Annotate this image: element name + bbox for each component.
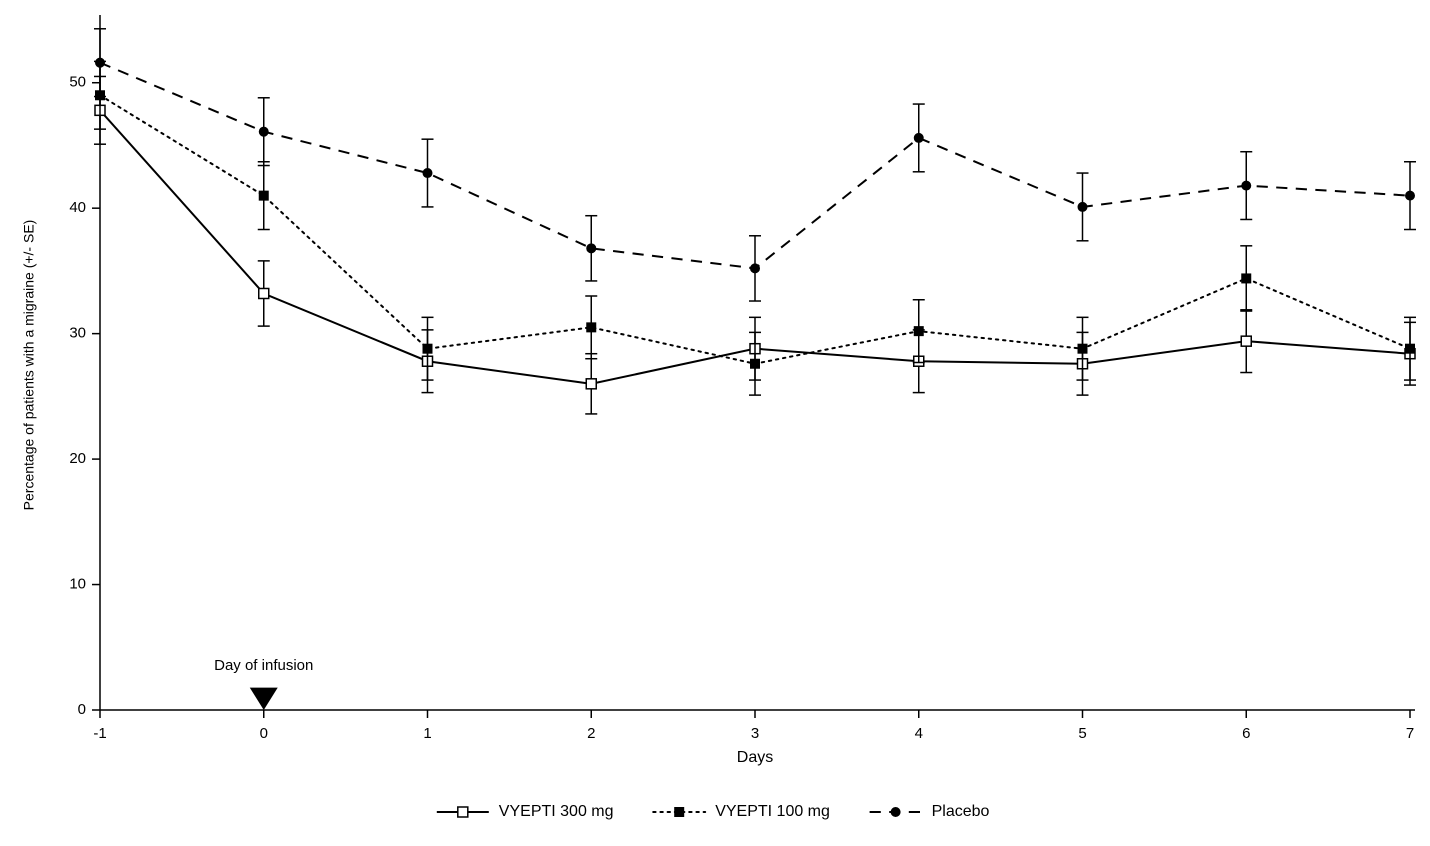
marker-filled-circle: [914, 133, 923, 142]
marker-filled-square: [1078, 344, 1087, 353]
marker-filled-circle: [259, 127, 268, 136]
x-tick-label: 3: [751, 725, 759, 742]
y-tick-label: 50: [69, 74, 86, 91]
y-axis-title: Percentage of patients with a migraine (…: [21, 220, 37, 511]
marker-filled-circle: [751, 264, 760, 273]
marker-filled-square: [1242, 274, 1251, 283]
marker-open-square: [1241, 336, 1251, 346]
marker-filled-square: [259, 191, 268, 200]
legend-label: VYEPTI 100 mg: [715, 803, 830, 820]
marker-filled-circle: [1242, 181, 1251, 190]
marker-filled-circle: [587, 244, 596, 253]
x-tick-label: 1: [423, 725, 431, 742]
marker-filled-square: [751, 359, 760, 368]
x-tick-label: 0: [260, 725, 268, 742]
legend-item-vyepti100: VYEPTI 100 mg: [653, 803, 830, 820]
marker-filled-circle: [1078, 202, 1087, 211]
legend-label: Placebo: [932, 803, 990, 820]
marker-open-square: [259, 288, 269, 298]
marker-filled-square: [423, 344, 432, 353]
y-tick-label: 10: [69, 576, 86, 593]
x-tick-label: -1: [93, 725, 106, 742]
x-axis-title: Days: [737, 749, 773, 766]
legend-item-placebo: Placebo: [870, 803, 990, 820]
legend-label: VYEPTI 300 mg: [499, 803, 614, 820]
marker-filled-circle: [96, 58, 105, 67]
y-tick-label: 30: [69, 325, 86, 342]
marker-filled-square: [914, 327, 923, 336]
marker-filled-square: [587, 323, 596, 332]
infusion-annotation-label: Day of infusion: [214, 657, 313, 674]
legend-item-vyepti300: VYEPTI 300 mg: [437, 803, 614, 820]
infusion-triangle-icon: [250, 688, 278, 710]
y-tick-label: 40: [69, 199, 86, 216]
marker-filled-square: [1406, 344, 1415, 353]
y-tick-label: 20: [69, 450, 86, 467]
marker-open-square: [586, 379, 596, 389]
marker-filled-circle: [1406, 191, 1415, 200]
x-tick-label: 5: [1078, 725, 1086, 742]
x-tick-label: 2: [587, 725, 595, 742]
y-tick-label: 0: [78, 701, 86, 718]
marker-filled-circle: [423, 169, 432, 178]
x-tick-label: 4: [915, 725, 923, 742]
x-tick-label: 6: [1242, 725, 1250, 742]
x-tick-label: 7: [1406, 725, 1414, 742]
migraine-line-chart: 01020304050Percentage of patients with a…: [0, 0, 1430, 846]
chart-svg: 01020304050Percentage of patients with a…: [0, 0, 1430, 846]
